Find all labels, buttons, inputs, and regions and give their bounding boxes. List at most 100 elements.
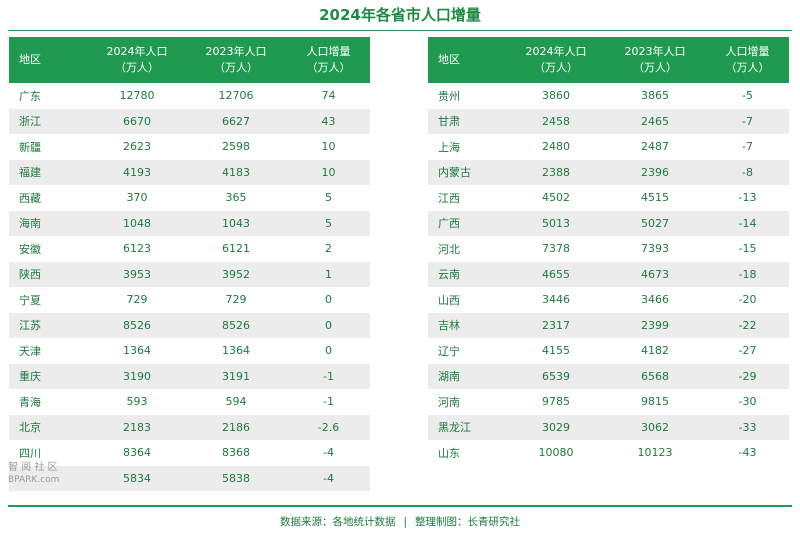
cell-pop2024: 2317 <box>542 318 570 332</box>
cell-region: 天津 <box>19 344 41 358</box>
cell-increase: -14 <box>738 216 757 230</box>
cell-pop2023: 3062 <box>641 420 669 434</box>
table-row: 江西 4502 4515 -13 <box>428 185 789 211</box>
cell-increase: -18 <box>738 267 757 281</box>
cell-region: 吉林 <box>438 319 460 333</box>
header-pop2024-line1: 2024年人口 <box>106 45 168 58</box>
cell-pop2023: 1364 <box>222 344 250 358</box>
cell-pop2023: 6121 <box>222 242 250 256</box>
table-row: 湖南 6539 6568 -29 <box>428 363 789 389</box>
cell-region: 宁夏 <box>19 293 41 307</box>
cell-pop2024: 2623 <box>123 140 151 154</box>
left-table-container: 地区 2024年人口 （万人） 2023年人口 （万人） 人口增量 （万人） 广东 12… <box>9 37 370 491</box>
table-row: 广西 5013 5027 -14 <box>428 210 789 236</box>
cell-pop2024: 2480 <box>542 140 570 154</box>
cell-pop2023: 2465 <box>641 114 669 128</box>
cell-pop2024: 4655 <box>542 267 570 281</box>
footer-separator: | <box>403 516 408 528</box>
table-header-row: 地区 2024年人口 （万人） 2023年人口 （万人） 人口增量 （万人） <box>9 37 370 83</box>
cell-pop2023: 365 <box>225 191 247 205</box>
header-pop2023-line1: 2023年人口 <box>624 45 686 58</box>
footer-credit: 整理制图：长青研究社 <box>415 516 521 528</box>
cell-pop2024: 370 <box>126 191 148 205</box>
cell-pop2024: 5013 <box>542 216 570 230</box>
table-row: 西藏 370 365 5 <box>9 185 370 211</box>
cell-region: 河北 <box>438 242 460 256</box>
cell-pop2024: 12780 <box>119 89 155 103</box>
table-row: 贵州 3860 3865 -5 <box>428 83 789 109</box>
cell-region: 上海 <box>438 140 460 154</box>
cell-pop2024: 6670 <box>123 114 151 128</box>
cell-pop2024: 6123 <box>123 242 151 256</box>
table-row: 海南 1048 1043 5 <box>9 210 370 236</box>
cell-pop2024: 729 <box>126 293 148 307</box>
table-row: 甘肃 2458 2465 -7 <box>428 108 789 134</box>
header-pop2023: 2023年人口 （万人） <box>185 37 287 83</box>
cell-region: 云南 <box>438 268 460 282</box>
cell-increase: -7 <box>742 140 753 154</box>
table-row: 陕西 3953 3952 1 <box>9 261 370 287</box>
cell-pop2024: 2183 <box>123 420 151 434</box>
cell-pop2023: 2399 <box>641 318 669 332</box>
header-increase: 人口增量 （万人） <box>706 37 789 83</box>
cell-pop2024: 4502 <box>542 191 570 205</box>
cell-increase: -8 <box>742 165 753 179</box>
cell-increase: 1 <box>325 267 332 281</box>
cell-region: 广东 <box>19 89 41 103</box>
cell-region: 辽宁 <box>438 344 460 358</box>
cell-increase: 10 <box>321 140 336 154</box>
header-increase: 人口增量 （万人） <box>287 37 370 83</box>
page-title: 2024年各省市人口增量 <box>319 6 481 24</box>
table-row: 北京 2183 2186 -2.6 <box>9 414 370 440</box>
footer-source: 数据来源：各地统计数据 <box>279 516 396 528</box>
cell-increase: -4 <box>323 471 334 485</box>
header-increase-line1: 人口增量 <box>306 45 351 58</box>
cell-increase: -2.6 <box>317 420 340 434</box>
cell-increase: -15 <box>738 242 757 256</box>
cell-pop2023: 3191 <box>222 369 250 383</box>
header-region: 地区 <box>428 37 508 83</box>
cell-region: 江西 <box>438 191 460 205</box>
cell-increase: 2 <box>325 242 332 256</box>
cell-pop2024: 3953 <box>123 267 151 281</box>
cell-pop2023: 8526 <box>222 318 250 332</box>
cell-pop2023: 6627 <box>222 114 250 128</box>
header-pop2023-line2: （万人） <box>633 61 677 74</box>
table-row: 四川 8364 8368 -4 <box>9 440 370 466</box>
cell-pop2024: 3029 <box>542 420 570 434</box>
cell-pop2023: 2487 <box>641 140 669 154</box>
watermark-text: 智 阅 社 区 <box>8 462 58 473</box>
cell-increase: -29 <box>738 369 757 383</box>
cell-pop2023: 7393 <box>641 242 669 256</box>
header-pop2024-line1: 2024年人口 <box>525 45 587 58</box>
table-row: 山东 10080 10123 -43 <box>428 440 789 466</box>
cell-pop2024: 3860 <box>542 89 570 103</box>
cell-region: 海南 <box>19 217 41 231</box>
cell-pop2024: 8364 <box>123 446 151 460</box>
cell-pop2024: 593 <box>126 395 148 409</box>
cell-pop2023: 594 <box>225 395 247 409</box>
cell-increase: 74 <box>321 89 336 103</box>
cell-region: 安徽 <box>19 242 41 256</box>
cell-region: 浙江 <box>19 115 41 129</box>
cell-pop2024: 2388 <box>542 165 570 179</box>
header-pop2024: 2024年人口 （万人） <box>89 37 185 83</box>
cell-pop2023: 4673 <box>641 267 669 281</box>
cell-increase: 0 <box>325 344 332 358</box>
bottom-divider <box>8 505 792 507</box>
cell-pop2023: 6568 <box>641 369 669 383</box>
table-row: 河北 7378 7393 -15 <box>428 236 789 262</box>
population-table-right: 地区 2024年人口 （万人） 2023年人口 （万人） 人口增量 （万人） 贵州 38… <box>428 37 789 466</box>
cell-pop2024: 6539 <box>542 369 570 383</box>
cell-pop2023: 1043 <box>222 216 250 230</box>
watermark-url: BPARK.com <box>8 475 60 485</box>
cell-region: 甘肃 <box>438 115 460 129</box>
table-row: 上海 2480 2487 -7 <box>428 134 789 160</box>
cell-pop2024: 7378 <box>542 242 570 256</box>
cell-pop2023: 8368 <box>222 446 250 460</box>
cell-increase: -33 <box>738 420 757 434</box>
table-row: 安徽 6123 6121 2 <box>9 236 370 262</box>
cell-increase: -7 <box>742 114 753 128</box>
cell-increase: 10 <box>321 165 336 179</box>
cell-region: 北京 <box>19 421 41 435</box>
